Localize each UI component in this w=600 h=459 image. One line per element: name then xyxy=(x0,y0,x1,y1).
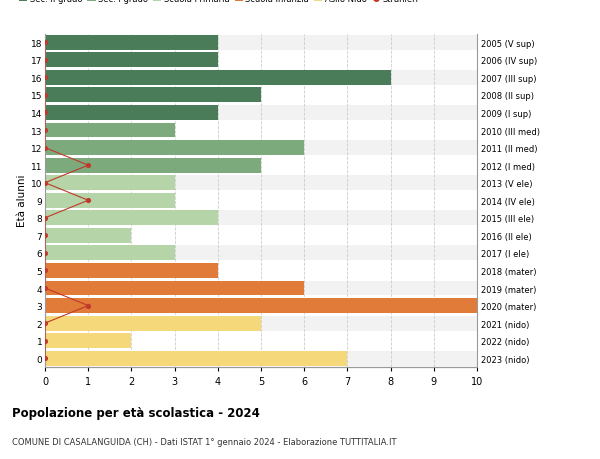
Bar xyxy=(45,176,477,191)
Y-axis label: Età alunni: Età alunni xyxy=(17,174,26,227)
Point xyxy=(40,320,50,327)
Point xyxy=(40,110,50,117)
Point xyxy=(83,197,93,205)
Point xyxy=(40,145,50,152)
Bar xyxy=(45,88,261,103)
Bar xyxy=(45,298,477,313)
Point xyxy=(40,285,50,292)
Bar xyxy=(45,229,477,243)
Bar xyxy=(45,351,347,366)
Bar xyxy=(45,123,477,138)
Bar xyxy=(45,71,477,86)
Bar xyxy=(45,36,218,50)
Bar xyxy=(45,229,131,243)
Bar xyxy=(45,141,304,156)
Point xyxy=(40,337,50,345)
Point xyxy=(40,250,50,257)
Bar xyxy=(45,158,477,173)
Bar xyxy=(45,158,261,173)
Bar xyxy=(45,281,304,296)
Point xyxy=(40,267,50,274)
Point xyxy=(40,355,50,362)
Bar xyxy=(45,53,218,68)
Bar xyxy=(45,106,218,121)
Bar xyxy=(45,351,477,366)
Point xyxy=(40,92,50,100)
Bar xyxy=(45,281,477,296)
Bar xyxy=(45,36,477,50)
Bar xyxy=(45,316,261,331)
Point xyxy=(83,162,93,169)
Bar xyxy=(45,334,477,348)
Point xyxy=(40,57,50,64)
Bar xyxy=(45,246,477,261)
Bar xyxy=(45,211,218,226)
Text: COMUNE DI CASALANGUIDA (CH) - Dati ISTAT 1° gennaio 2024 - Elaborazione TUTTITAL: COMUNE DI CASALANGUIDA (CH) - Dati ISTAT… xyxy=(12,437,397,446)
Legend: Sec. II grado, Sec. I grado, Scuola Primaria, Scuola Infanzia, Asilo Nido, Stran: Sec. II grado, Sec. I grado, Scuola Prim… xyxy=(19,0,419,4)
Point xyxy=(40,215,50,222)
Bar xyxy=(45,123,175,138)
Point xyxy=(40,179,50,187)
Point xyxy=(40,232,50,240)
Text: Popolazione per età scolastica - 2024: Popolazione per età scolastica - 2024 xyxy=(12,406,260,419)
Bar xyxy=(45,334,131,348)
Bar xyxy=(45,193,175,208)
Point xyxy=(40,74,50,82)
Bar xyxy=(45,263,218,278)
Bar xyxy=(45,246,175,261)
Bar xyxy=(45,88,477,103)
Bar xyxy=(45,141,477,156)
Bar xyxy=(45,316,477,331)
Point xyxy=(40,127,50,134)
Point xyxy=(40,39,50,47)
Bar xyxy=(45,53,477,68)
Bar xyxy=(45,211,477,226)
Bar xyxy=(45,263,477,278)
Bar xyxy=(45,193,477,208)
Bar xyxy=(45,176,175,191)
Bar xyxy=(45,298,477,313)
Bar xyxy=(45,71,391,86)
Bar xyxy=(45,106,477,121)
Point xyxy=(83,302,93,309)
